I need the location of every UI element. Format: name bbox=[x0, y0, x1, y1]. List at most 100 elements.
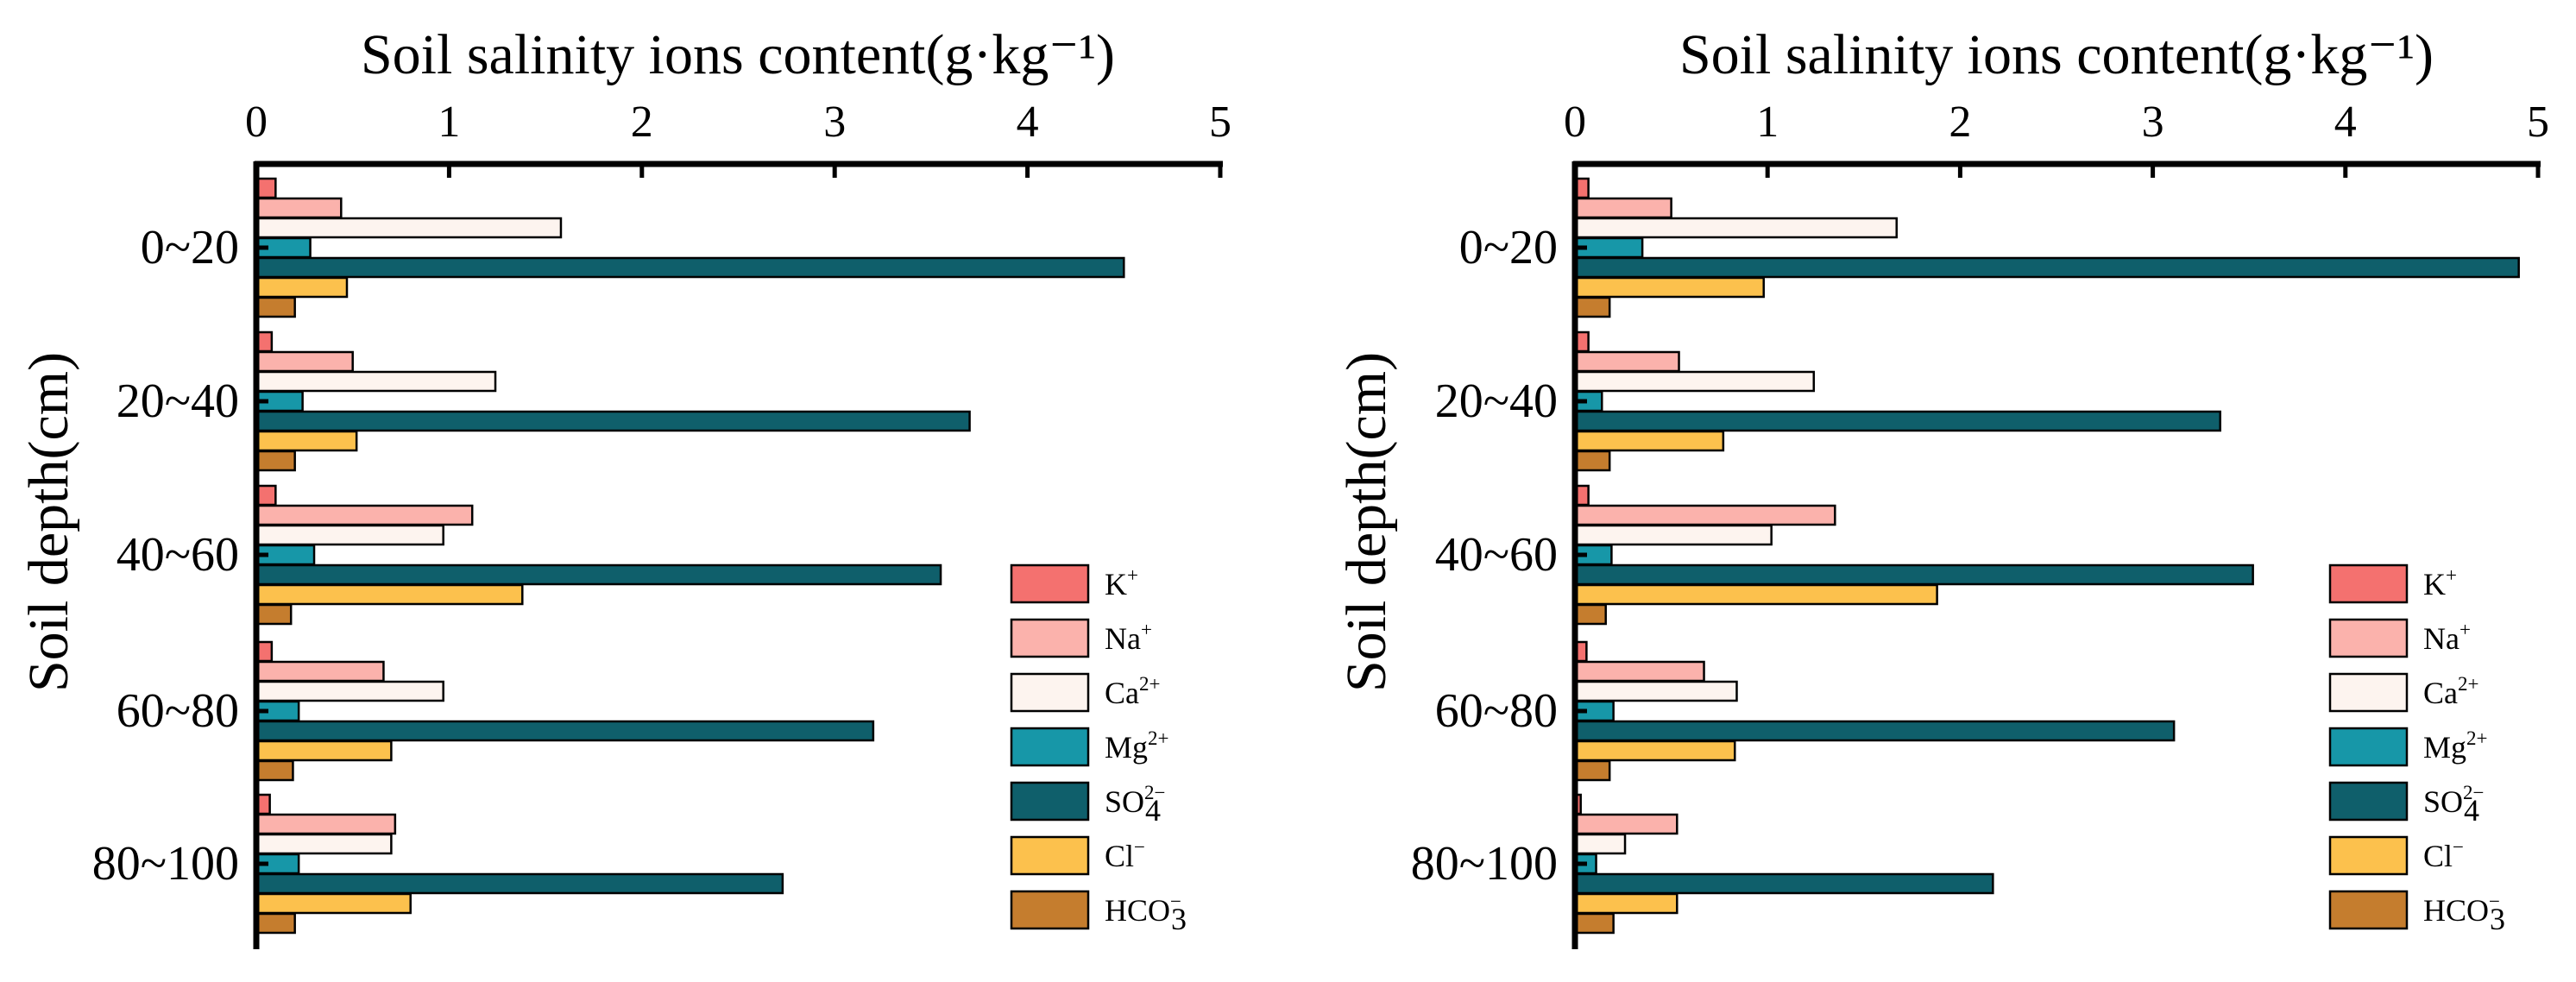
x-tick-label: 0 bbox=[1564, 98, 1586, 147]
bar-ca-4 bbox=[255, 680, 444, 702]
legend-swatch-k bbox=[2328, 563, 2409, 604]
y-tick-label: 0~20 bbox=[1459, 221, 1558, 274]
legend-swatch-hco3 bbox=[1010, 890, 1090, 930]
bar-so4-4 bbox=[1573, 720, 2176, 742]
legend-label-ca: Ca2+ bbox=[2423, 673, 2478, 710]
legend-label-so4: SO2− bbox=[2423, 782, 2485, 819]
x-tick-label: 3 bbox=[823, 98, 846, 147]
x-tick-label: 0 bbox=[245, 98, 268, 147]
bar-so4-2 bbox=[255, 410, 971, 432]
bar-hco3-3 bbox=[1573, 603, 1607, 626]
legend-swatch-cl bbox=[2328, 835, 2409, 876]
legend-label-mg: Mg2+ bbox=[1105, 727, 1169, 765]
bar-so4-3 bbox=[255, 563, 942, 586]
bar-hco3-4 bbox=[1573, 759, 1611, 782]
legend-swatch-na bbox=[1010, 618, 1090, 658]
legend-swatch-mg bbox=[1010, 727, 1090, 767]
legend-swatch-cl bbox=[1010, 835, 1090, 876]
bar-ca-2 bbox=[1573, 370, 1816, 393]
bar-cl-3 bbox=[255, 583, 524, 606]
right-chart-panel: 0~20 20~40 40~60 60~80 80~100 0 1 2 3 4 5 Soil sali… bbox=[1335, 23, 2549, 949]
y-axis-title: Soil depth(cm) bbox=[1335, 352, 1398, 692]
bar-so4-1 bbox=[255, 256, 1125, 279]
y-tick-label: 20~40 bbox=[117, 375, 239, 428]
bar-hco3-5 bbox=[1573, 912, 1615, 935]
x-axis-title: Soil salinity ions content(g·kg⁻¹) bbox=[361, 23, 1115, 86]
legend-swatch-na bbox=[2328, 618, 2409, 658]
bar-hco3-5 bbox=[255, 912, 296, 935]
bar-so4-4 bbox=[255, 720, 875, 742]
y-tick-label: 60~80 bbox=[117, 684, 239, 738]
x-tick-label: 4 bbox=[1017, 98, 1039, 147]
legend-label-cl: Cl− bbox=[1105, 836, 1145, 873]
y-tick-label: 60~80 bbox=[1435, 684, 1558, 738]
y-tick-label: 80~100 bbox=[92, 837, 239, 891]
legend-sub-so4: 4 bbox=[1145, 793, 1161, 828]
legend-label-so4: SO2− bbox=[1105, 782, 1166, 819]
bar-na-2 bbox=[1573, 350, 1680, 373]
legend-swatch-so4 bbox=[2328, 781, 2409, 821]
bar-hco3-3 bbox=[255, 603, 293, 626]
legend-label-k: K+ bbox=[1105, 564, 1138, 601]
y-tick-label: 80~100 bbox=[1411, 837, 1558, 891]
bar-so4-2 bbox=[1573, 410, 2221, 432]
bar-ca-5 bbox=[255, 833, 393, 855]
legend-label-k: K+ bbox=[2423, 564, 2457, 601]
bar-na-5 bbox=[1573, 813, 1678, 835]
bar-hco3-1 bbox=[1573, 296, 1611, 318]
y-axis-title: Soil depth(cm) bbox=[17, 352, 80, 692]
bar-na-5 bbox=[255, 813, 397, 835]
bar-cl-4 bbox=[255, 740, 393, 762]
bar-cl-5 bbox=[1573, 892, 1678, 915]
y-tick-label: 40~60 bbox=[117, 528, 239, 582]
legend-label-ca: Ca2+ bbox=[1105, 673, 1160, 710]
bar-so4-1 bbox=[1573, 256, 2520, 279]
bar-cl-2 bbox=[1573, 430, 1725, 452]
legend-sub-so4: 4 bbox=[2464, 793, 2479, 828]
x-tick-label: 1 bbox=[438, 98, 460, 147]
bar-hco3-2 bbox=[1573, 450, 1611, 472]
bar-cl-1 bbox=[255, 276, 349, 299]
x-tick-label: 5 bbox=[2527, 98, 2549, 147]
x-axis-title: Soil salinity ions content(g·kg⁻¹) bbox=[1679, 23, 2434, 86]
bar-na-1 bbox=[1573, 197, 1672, 219]
legend-swatch-ca bbox=[1010, 672, 1090, 713]
legend-swatch-ca bbox=[2328, 672, 2409, 713]
legend-label-hco3: HCO− bbox=[1105, 891, 1181, 928]
bar-cl-2 bbox=[255, 430, 358, 452]
x-tick-label: 5 bbox=[1209, 98, 1231, 147]
bar-so4-5 bbox=[255, 872, 784, 895]
y-tick-label: 40~60 bbox=[1435, 528, 1558, 582]
legend-label-mg: Mg2+ bbox=[2423, 727, 2488, 765]
legend-label-hco3: HCO− bbox=[2423, 891, 2500, 928]
bar-hco3-4 bbox=[255, 759, 294, 782]
bar-na-4 bbox=[1573, 660, 1705, 683]
legend-swatch-k bbox=[1010, 563, 1090, 604]
x-tick-label: 2 bbox=[631, 98, 653, 147]
bar-ca-4 bbox=[1573, 680, 1738, 702]
legend-label-na: Na+ bbox=[2423, 619, 2471, 656]
y-tick-label: 20~40 bbox=[1435, 375, 1558, 428]
bar-ca-5 bbox=[1573, 833, 1627, 855]
x-tick-label: 1 bbox=[1756, 98, 1779, 147]
legend: K+ Na+ Ca2+ Mg2+ SO2−4Cl− HCO−3 bbox=[1010, 563, 1187, 936]
bar-cl-4 bbox=[1573, 740, 1736, 762]
bar-hco3-1 bbox=[255, 296, 296, 318]
bar-so4-3 bbox=[1573, 563, 2254, 586]
legend-label-na: Na+ bbox=[1105, 619, 1152, 656]
bar-cl-1 bbox=[1573, 276, 1765, 299]
legend-swatch-hco3 bbox=[2328, 890, 2409, 930]
bar-cl-3 bbox=[1573, 583, 1938, 606]
legend-swatch-mg bbox=[2328, 727, 2409, 767]
bar-ca-1 bbox=[255, 217, 563, 239]
bar-ca-1 bbox=[1573, 217, 1898, 239]
legend-sub-hco3: 3 bbox=[1171, 902, 1187, 936]
bar-na-1 bbox=[255, 197, 343, 219]
bar-cl-5 bbox=[255, 892, 412, 915]
legend-label-cl: Cl− bbox=[2423, 836, 2464, 873]
left-chart-panel: 0~20 20~40 40~60 60~80 80~100 0 1 2 3 4 5 Soil sali… bbox=[17, 23, 1231, 949]
y-tick-label: 0~20 bbox=[141, 221, 239, 274]
legend-sub-hco3: 3 bbox=[2490, 902, 2505, 936]
x-tick-label: 2 bbox=[1949, 98, 1971, 147]
